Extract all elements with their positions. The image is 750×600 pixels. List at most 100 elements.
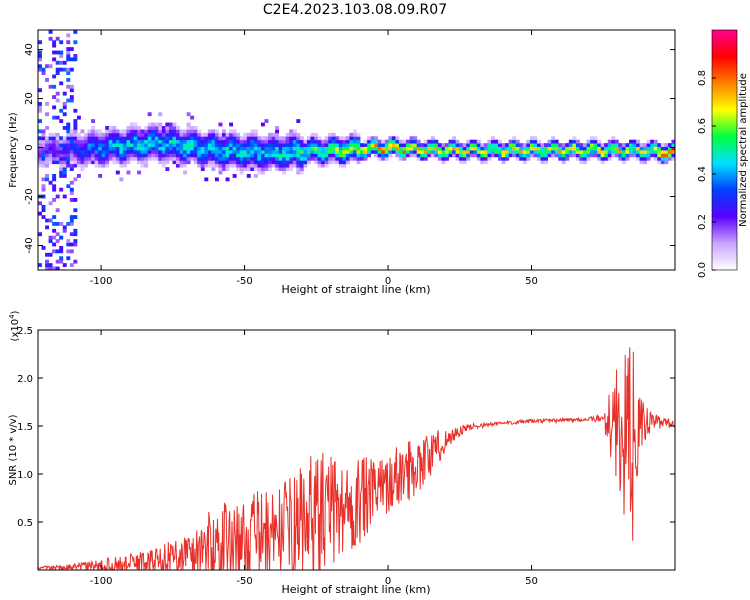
heatmap-cell <box>430 136 435 141</box>
heatmap-cell <box>130 139 134 144</box>
heatmap-cell <box>561 153 566 158</box>
heatmap-cell <box>544 153 548 158</box>
heatmap-cell <box>165 153 170 158</box>
heatmap-cell <box>151 132 156 137</box>
heatmap-cell <box>540 156 545 161</box>
heatmap-cell <box>236 146 241 151</box>
heatmap-cell <box>289 136 294 141</box>
heatmap-cell <box>352 132 357 137</box>
heatmap-cell <box>55 153 60 158</box>
heatmap-cell <box>409 150 414 154</box>
heatmap-cell <box>427 139 432 144</box>
heatmap-cell <box>45 163 50 168</box>
heatmap-cell <box>522 153 527 158</box>
heatmap-cell <box>536 156 541 161</box>
heatmap-cell <box>250 136 255 141</box>
heatmap-cell <box>328 153 333 158</box>
heatmap-cell <box>299 139 304 144</box>
heatmap-cell <box>214 153 219 158</box>
heatmap-cell <box>360 146 364 151</box>
heatmap-cell <box>469 143 474 147</box>
heatmap-cell <box>186 146 191 151</box>
heatmap-cell <box>140 146 145 151</box>
heatmap-cell <box>80 156 85 161</box>
heatmap-cell <box>62 91 67 96</box>
heatmap-cell <box>296 170 301 175</box>
heatmap-cell <box>218 139 223 144</box>
heatmap-cell <box>299 160 304 165</box>
heatmap-cell <box>144 160 149 165</box>
heatmap-cell <box>303 146 308 151</box>
heatmap-cell <box>66 98 71 103</box>
heatmap-cell <box>264 167 269 171</box>
heatmap-cell <box>367 136 372 141</box>
heatmap-cell <box>154 153 159 158</box>
heatmap-cell <box>59 187 64 192</box>
heatmap-cell <box>667 156 672 161</box>
heatmap-cell <box>55 259 60 264</box>
heatmap-cell <box>84 136 88 141</box>
y-tick-label: -40 <box>24 237 35 253</box>
bottom-y-axis-label: SNR (10 * v/v) <box>8 414 19 485</box>
heatmap-cell <box>565 156 570 161</box>
heatmap-cell <box>211 156 216 161</box>
heatmap-cell <box>229 122 234 127</box>
heatmap-cell <box>200 167 205 171</box>
heatmap-cell <box>48 153 53 158</box>
heatmap-cell <box>101 139 106 144</box>
heatmap-cell <box>62 150 67 154</box>
heatmap-cell <box>356 132 361 137</box>
heatmap-cell <box>84 153 88 158</box>
heatmap-cell <box>55 136 60 141</box>
heatmap-cell <box>193 156 198 161</box>
heatmap-cell <box>526 150 531 154</box>
heatmap-cell <box>653 153 658 158</box>
heatmap-cell <box>508 150 513 154</box>
heatmap-cell <box>98 132 103 137</box>
heatmap-cell <box>306 150 311 154</box>
heatmap-cell <box>76 163 81 168</box>
heatmap-cell <box>218 132 223 137</box>
heatmap-cell <box>455 156 460 161</box>
heatmap-cell <box>490 153 495 158</box>
heatmap-cell <box>519 143 524 147</box>
heatmap-cell <box>186 153 191 158</box>
heatmap-cell <box>402 156 407 161</box>
heatmap-cell <box>45 102 50 106</box>
heatmap-cell <box>459 160 464 165</box>
heatmap-cell <box>292 132 297 137</box>
heatmap-cell <box>423 139 428 144</box>
heatmap-cell <box>222 146 226 151</box>
heatmap-cell <box>398 153 403 158</box>
heatmap-cell <box>296 153 301 158</box>
heatmap-cell <box>352 139 357 144</box>
heatmap-cell <box>572 153 577 158</box>
heatmap-cell <box>377 150 382 154</box>
heatmap-cell <box>69 136 74 141</box>
heatmap-cell <box>395 153 400 158</box>
bottom-x-axis-label: Height of straight line (km) <box>281 583 430 596</box>
heatmap-cell <box>243 132 248 137</box>
heatmap-cell <box>257 170 262 175</box>
heatmap-cell <box>384 139 389 144</box>
heatmap-cell <box>119 132 124 137</box>
heatmap-cell <box>349 143 354 147</box>
heatmap-cell <box>45 263 50 267</box>
heatmap-cell <box>115 132 120 137</box>
heatmap-cell <box>55 115 60 120</box>
heatmap-cell <box>512 136 517 141</box>
heatmap-cell <box>292 156 297 161</box>
heatmap-cell <box>289 156 294 161</box>
heatmap-cell <box>91 129 96 134</box>
heatmap-cell <box>62 167 67 171</box>
heatmap-cell <box>246 160 251 165</box>
heatmap-cell <box>165 146 170 151</box>
heatmap-cell <box>275 132 280 137</box>
heatmap-cell <box>222 153 226 158</box>
heatmap-cell <box>328 160 333 165</box>
heatmap-cell <box>55 146 60 151</box>
heatmap-cell <box>246 156 251 161</box>
heatmap-cell <box>76 115 81 120</box>
heatmap-cell <box>328 143 333 147</box>
heatmap-cell <box>232 129 237 134</box>
